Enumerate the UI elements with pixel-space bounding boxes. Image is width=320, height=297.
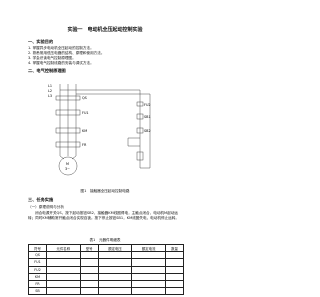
cell: 额定电压 (97, 243, 133, 253)
cell (164, 258, 185, 267)
heading: 一、实验目的 (28, 39, 54, 44)
table-row: QS (28, 251, 185, 260)
label: SB1 (144, 115, 151, 119)
label: L3 (48, 94, 52, 98)
label: KM (82, 129, 87, 133)
cell (79, 265, 99, 274)
cell (45, 258, 81, 267)
label: QS (82, 96, 87, 100)
header-row: 符号 元件名称 型号 额定电压 额定电流 数量 (28, 243, 185, 253)
label: L2 (48, 89, 52, 93)
cell: FR (28, 279, 47, 289)
table-row: FU2 (28, 265, 185, 274)
cell (164, 251, 185, 260)
cell (97, 251, 133, 260)
cell (131, 272, 166, 281)
circuit-diagram: L1 L2 L3 QS FU1 FU2 KM FR SB1 SB2 M 3~ (48, 84, 151, 176)
label: M (66, 162, 69, 166)
cell: 元件名称 (45, 243, 81, 253)
cell (45, 272, 81, 281)
label: FU2 (144, 103, 151, 107)
cell (79, 258, 99, 267)
list-item: 3. 学会识读电气控制原理图。 (28, 56, 76, 60)
cell (45, 251, 81, 260)
cell (164, 279, 185, 289)
table-row: SB (28, 287, 185, 296)
label: FR (82, 143, 87, 147)
cell (131, 265, 166, 274)
list-item: 1. 掌握异步电动机全压起动的控制方法。 (28, 46, 94, 50)
cell (97, 279, 133, 289)
label: FU1 (82, 111, 89, 115)
cell (79, 287, 99, 296)
cell (97, 258, 133, 267)
paragraph: 闭合电源开关QS，按下起动按钮SB2，接触器KM线圈得电，主触点闭合，电动机M起… (28, 211, 179, 220)
cell: QS (28, 251, 47, 260)
cell: FU2 (28, 265, 47, 274)
cell: 符号 (28, 243, 47, 253)
cell (131, 287, 166, 296)
cell: 数量 (164, 243, 185, 253)
heading: 三、任务实施 (28, 197, 54, 202)
heading: 二、电气控制原理图 (28, 68, 66, 73)
cell (164, 287, 185, 296)
cell (79, 272, 99, 281)
table-row: KM (28, 272, 185, 281)
table-row: FU1 (28, 258, 185, 267)
table-caption: 表1 元器件明细表 (89, 238, 121, 242)
cell (164, 272, 185, 281)
cell (164, 265, 185, 274)
cell (79, 251, 99, 260)
cell: 型号 (79, 243, 99, 253)
cell (45, 279, 81, 289)
cell (97, 272, 133, 281)
label: L1 (48, 84, 52, 88)
cell (45, 265, 81, 274)
table: 符号 元件名称 型号 额定电压 额定电流 数量 QS FU1 FU2 KM FR SB (28, 243, 185, 296)
figure-caption: 图1 接触器全压起动控制电路 (80, 189, 130, 193)
cell (97, 265, 133, 274)
cell: 额定电流 (131, 243, 166, 253)
title: 实验一 电动机全压起动控制实验 (67, 27, 143, 33)
cell (131, 279, 166, 289)
list-item: 2. 熟悉常用低压电器的结构、原理和使用方法。 (28, 51, 105, 55)
cell: FU1 (28, 258, 47, 267)
cell: KM (28, 272, 47, 281)
cell (131, 251, 166, 260)
list-item: 4. 掌握电气控制线路的安装与调试方法。 (28, 61, 94, 65)
cell: SB (28, 287, 47, 296)
label: SB2 (144, 129, 151, 133)
page: 实验一 电动机全压起动控制实验 一、实验目的 1. 掌握异步电动机全压起动的控制… (28, 27, 185, 296)
table-row: FR (28, 279, 185, 289)
label: 3~ (65, 167, 70, 171)
cell (45, 287, 81, 296)
subheading: （一）原理说明与分析 (28, 205, 64, 209)
cell (131, 258, 166, 267)
cell (79, 279, 99, 289)
cell (97, 287, 133, 296)
